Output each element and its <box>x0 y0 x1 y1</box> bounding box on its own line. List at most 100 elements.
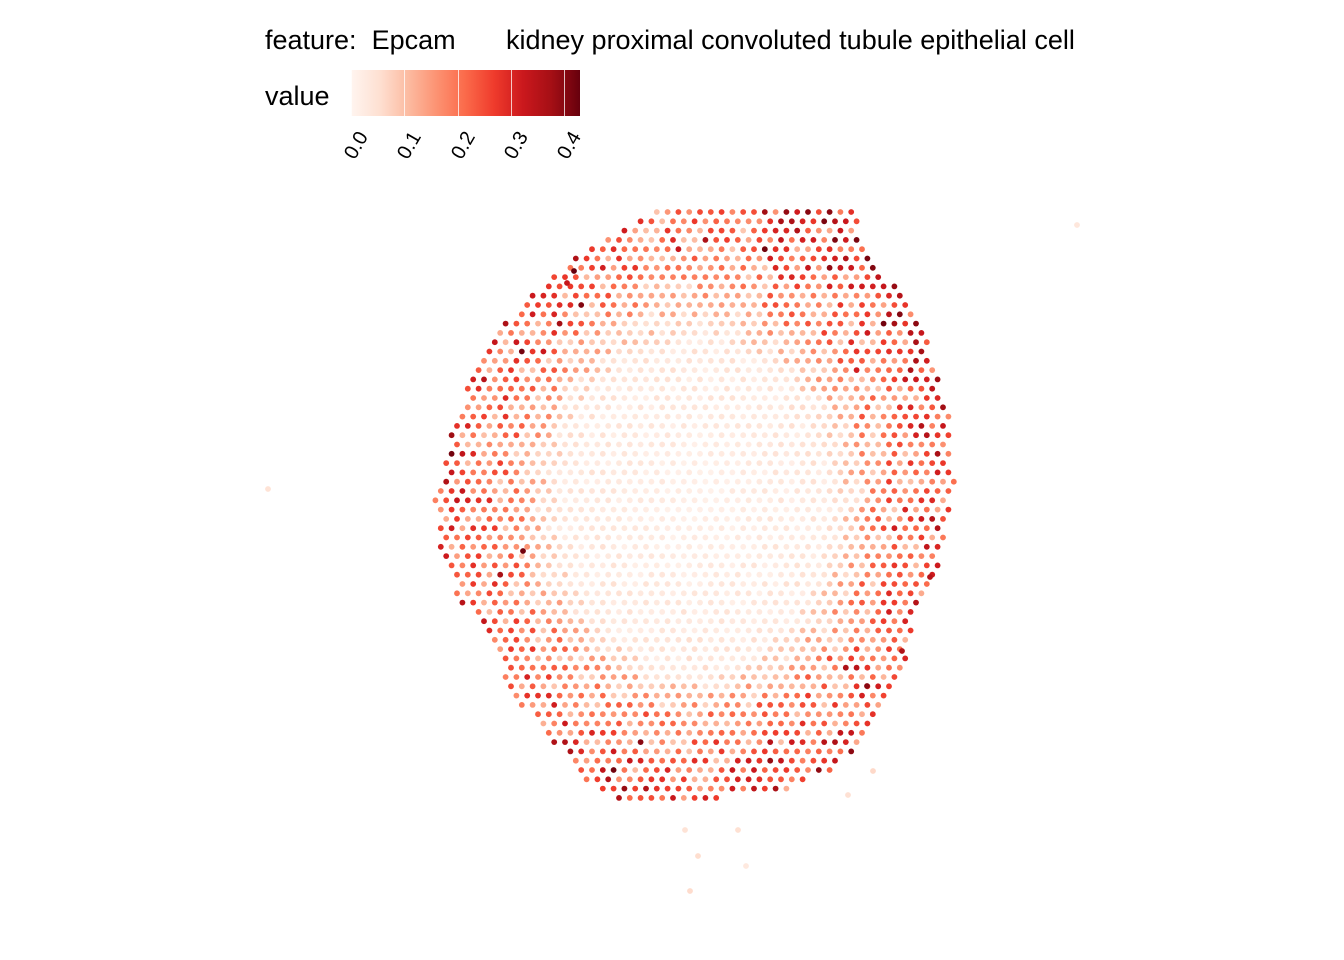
spot <box>778 349 784 355</box>
spot <box>708 432 714 438</box>
spot <box>870 358 876 364</box>
spot <box>843 330 849 336</box>
spot <box>643 749 649 755</box>
spot <box>859 321 865 327</box>
spot <box>827 284 833 290</box>
spot <box>789 683 795 689</box>
spot <box>832 311 838 317</box>
spot <box>530 628 536 634</box>
spot <box>800 367 806 373</box>
spot <box>832 404 838 410</box>
spot <box>902 321 908 327</box>
spot <box>649 367 655 373</box>
spot <box>794 488 800 494</box>
spot <box>562 442 568 448</box>
spot <box>697 656 703 662</box>
spot <box>816 637 822 643</box>
spot <box>843 609 849 615</box>
spot <box>773 563 779 569</box>
spot <box>886 479 892 485</box>
spot <box>730 693 736 699</box>
spot <box>541 460 547 466</box>
spot <box>859 451 865 457</box>
spot <box>724 516 730 522</box>
spot <box>481 451 487 457</box>
spot <box>762 451 768 457</box>
spot <box>632 395 638 401</box>
spot <box>686 377 692 383</box>
spot <box>546 525 552 531</box>
spot <box>578 544 584 550</box>
spot <box>676 637 682 643</box>
spot <box>773 209 779 215</box>
spot <box>924 581 930 587</box>
spot <box>854 367 860 373</box>
spot <box>762 265 768 271</box>
spot <box>778 367 784 373</box>
spot <box>481 525 487 531</box>
spot <box>508 572 514 578</box>
spot <box>713 776 719 782</box>
spot <box>600 581 606 587</box>
spot <box>476 516 482 522</box>
spot <box>811 237 817 243</box>
spot <box>740 674 746 680</box>
spot <box>919 367 925 373</box>
spot <box>605 293 611 299</box>
spot <box>800 256 806 262</box>
spot <box>643 265 649 271</box>
spot <box>676 377 682 383</box>
spot <box>875 702 881 708</box>
spot <box>541 665 547 671</box>
spot <box>848 730 854 736</box>
spot <box>805 563 811 569</box>
spot <box>697 414 703 420</box>
spot <box>784 265 790 271</box>
spot <box>778 386 784 392</box>
spot <box>719 767 725 773</box>
spot <box>659 535 665 541</box>
spot <box>643 377 649 383</box>
spot <box>816 302 822 308</box>
spot <box>794 730 800 736</box>
spot <box>470 600 476 606</box>
spot <box>573 646 579 652</box>
spot <box>611 265 617 271</box>
spot <box>686 414 692 420</box>
spot <box>562 367 568 373</box>
spot <box>676 581 682 587</box>
spot <box>865 479 871 485</box>
spot <box>746 535 752 541</box>
spot <box>735 497 741 503</box>
spot <box>541 386 547 392</box>
spot <box>643 730 649 736</box>
spot <box>649 311 655 317</box>
spot <box>746 349 752 355</box>
spot <box>757 423 763 429</box>
spot <box>843 237 849 243</box>
spot <box>886 349 892 355</box>
spot <box>789 423 795 429</box>
spot <box>713 237 719 243</box>
spot <box>622 656 628 662</box>
spot <box>927 574 933 580</box>
spot <box>897 553 903 559</box>
spot <box>557 377 563 383</box>
spot <box>476 460 482 466</box>
spot <box>654 507 660 513</box>
spot <box>724 628 730 634</box>
spot <box>519 349 525 355</box>
spot <box>832 628 838 634</box>
spot <box>541 293 547 299</box>
spot <box>875 553 881 559</box>
spot <box>843 404 849 410</box>
spot <box>924 414 930 420</box>
spot <box>573 590 579 596</box>
spot <box>600 358 606 364</box>
spot <box>735 702 741 708</box>
spot <box>530 609 536 615</box>
spot <box>870 395 876 401</box>
spot <box>541 479 547 485</box>
spot <box>578 767 584 773</box>
spot <box>541 311 547 317</box>
